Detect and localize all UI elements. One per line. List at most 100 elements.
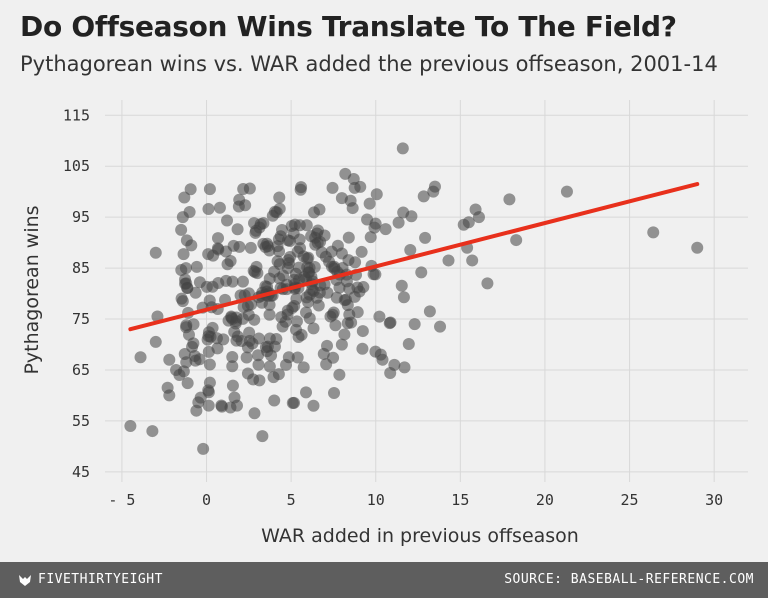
data-point bbox=[163, 353, 176, 366]
data-point bbox=[302, 251, 315, 264]
data-point bbox=[230, 334, 243, 347]
data-point bbox=[481, 277, 494, 290]
data-point bbox=[423, 305, 436, 318]
data-point bbox=[307, 399, 320, 412]
data-point bbox=[197, 442, 210, 455]
data-point bbox=[335, 338, 348, 351]
data-point bbox=[149, 246, 162, 259]
y-tick-label: 45 bbox=[72, 463, 90, 481]
data-point bbox=[181, 377, 194, 390]
data-point bbox=[373, 310, 386, 323]
data-point bbox=[297, 361, 310, 374]
data-point bbox=[310, 291, 323, 304]
data-point bbox=[268, 394, 281, 407]
data-point bbox=[203, 376, 216, 389]
data-point bbox=[293, 219, 306, 232]
data-point bbox=[368, 221, 381, 234]
data-point bbox=[180, 277, 193, 290]
data-point bbox=[273, 245, 286, 258]
data-point bbox=[242, 308, 255, 321]
y-tick-label: 65 bbox=[72, 361, 90, 379]
chart-title: Do Offseason Wins Translate To The Field… bbox=[20, 10, 677, 43]
data-point bbox=[277, 269, 290, 282]
data-point bbox=[226, 360, 239, 373]
data-point bbox=[355, 245, 368, 258]
data-point bbox=[250, 260, 263, 273]
x-axis-label: WAR added in previous offseason bbox=[261, 525, 579, 547]
data-point bbox=[356, 342, 369, 355]
data-point bbox=[263, 332, 276, 345]
data-point bbox=[252, 358, 265, 371]
data-point bbox=[315, 246, 328, 259]
data-point bbox=[263, 360, 276, 373]
data-point bbox=[282, 351, 295, 364]
data-point bbox=[356, 325, 369, 338]
data-point bbox=[183, 206, 196, 219]
data-point bbox=[221, 214, 234, 227]
data-point bbox=[396, 142, 409, 155]
data-point bbox=[212, 232, 225, 245]
data-point bbox=[363, 197, 376, 210]
data-point bbox=[226, 275, 239, 288]
data-point bbox=[307, 206, 320, 219]
data-point bbox=[184, 183, 197, 196]
x-tick-label: 20 bbox=[536, 491, 554, 509]
data-point bbox=[379, 223, 392, 236]
data-point bbox=[510, 234, 523, 247]
data-point bbox=[244, 241, 257, 254]
data-point bbox=[190, 404, 203, 417]
data-point bbox=[346, 202, 359, 215]
data-point bbox=[273, 191, 286, 204]
y-tick-label: 115 bbox=[63, 106, 90, 124]
data-point bbox=[202, 326, 215, 339]
data-point bbox=[307, 322, 320, 335]
data-point bbox=[329, 319, 342, 332]
data-point bbox=[300, 386, 313, 399]
data-point bbox=[248, 407, 261, 420]
data-point bbox=[286, 397, 299, 410]
data-point bbox=[419, 231, 432, 244]
data-point bbox=[176, 295, 189, 308]
data-point bbox=[415, 266, 428, 279]
data-point bbox=[417, 190, 430, 203]
data-point bbox=[163, 389, 176, 402]
data-point bbox=[339, 293, 352, 306]
data-point bbox=[124, 419, 137, 432]
data-point bbox=[254, 218, 267, 231]
data-point bbox=[647, 226, 660, 239]
data-point bbox=[320, 358, 333, 371]
data-point bbox=[134, 351, 147, 364]
data-point bbox=[326, 181, 339, 194]
data-point bbox=[173, 369, 186, 382]
data-point bbox=[293, 233, 306, 246]
data-point bbox=[175, 223, 188, 236]
brand: FIVETHIRTYEIGHT bbox=[18, 572, 163, 587]
data-point bbox=[185, 239, 198, 252]
data-point bbox=[272, 233, 285, 246]
x-tick-label: 10 bbox=[367, 491, 385, 509]
data-point bbox=[370, 188, 383, 201]
data-point bbox=[560, 185, 573, 198]
data-point bbox=[290, 315, 303, 328]
data-point bbox=[177, 248, 190, 261]
data-point bbox=[331, 239, 344, 252]
data-point bbox=[434, 320, 447, 333]
data-point bbox=[243, 326, 256, 339]
data-point bbox=[276, 224, 289, 237]
data-point bbox=[291, 351, 304, 364]
trend-line bbox=[128, 182, 700, 332]
data-point bbox=[335, 192, 348, 205]
data-point bbox=[202, 399, 215, 412]
chart-subtitle: Pythagorean wins vs. WAR added the previ… bbox=[20, 52, 718, 76]
data-point bbox=[330, 291, 343, 304]
data-point bbox=[246, 337, 259, 350]
data-point bbox=[328, 262, 341, 275]
data-point bbox=[194, 391, 207, 404]
data-point bbox=[202, 248, 215, 261]
data-point bbox=[190, 260, 203, 273]
data-point bbox=[189, 354, 202, 367]
data-points bbox=[124, 142, 704, 455]
fox-logo-icon bbox=[19, 574, 31, 586]
data-point bbox=[442, 254, 455, 267]
data-point bbox=[343, 308, 356, 321]
